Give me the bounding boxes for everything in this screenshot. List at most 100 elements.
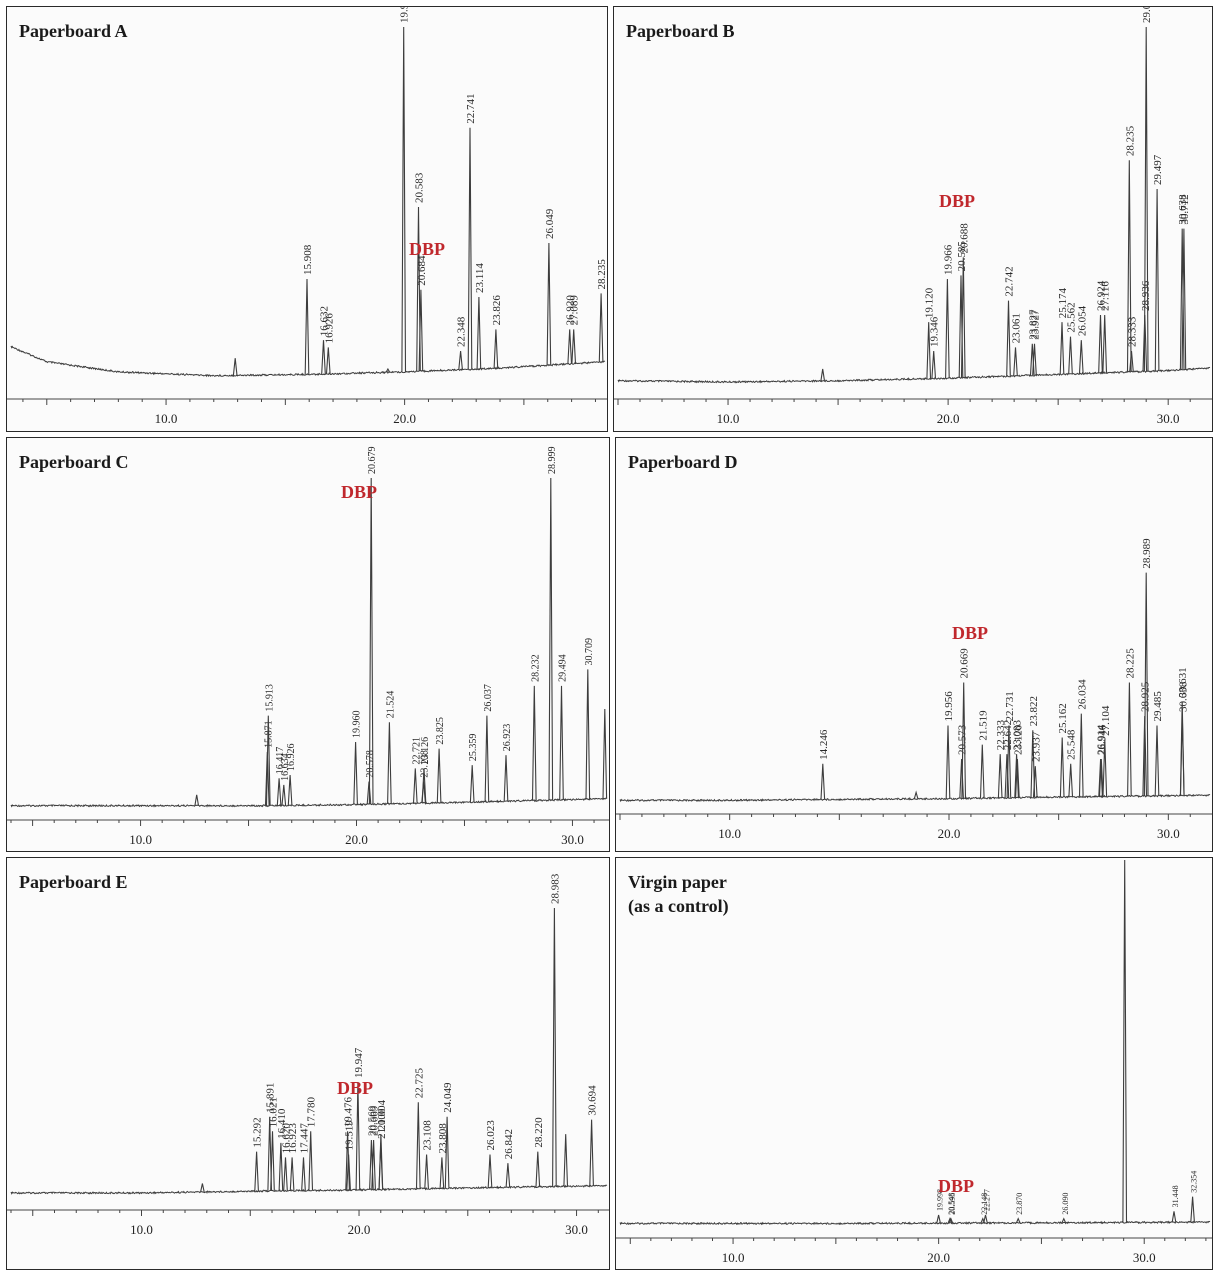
peak-label: 16.632: [319, 306, 331, 336]
peak-label: 26.920: [565, 295, 577, 326]
peak: [418, 289, 424, 372]
peak: [1013, 347, 1018, 376]
peak: [281, 784, 287, 806]
peak-label: 19.960: [352, 710, 363, 738]
chromatogram-panel-c: 10.0 20.0 30.0 15.871 15.913 16.417 16.634 16.9…: [6, 437, 610, 852]
peak-label: 22.348: [456, 316, 468, 347]
peak: [1078, 340, 1084, 374]
peak-label: 22.741: [465, 94, 477, 124]
peak-label: 20.585: [956, 241, 968, 272]
peak: [371, 1139, 376, 1190]
panel-subtitle-line: (as a control): [628, 896, 729, 916]
peak: [931, 350, 937, 379]
peak-label: 25.562: [1066, 302, 1078, 332]
chromatogram-panel-b: 10.0 20.0 30.0 19.120 19.346 19.966 20.585 20.6…: [613, 6, 1213, 432]
peak-label: 20.569: [366, 1105, 378, 1136]
peak: [458, 350, 463, 370]
peak-label: 28.232: [530, 654, 541, 682]
x-tick-label: 20.0: [348, 1222, 371, 1237]
dbp-label: DBP: [337, 1078, 373, 1098]
peak-label: 25.548: [1066, 729, 1078, 760]
peak: [321, 340, 326, 375]
chromatogram-panel-d: 10.0 20.0 30.0 14.246 19.956 20.573 20.669 21.5…: [615, 437, 1213, 852]
peak: [484, 715, 490, 802]
peak: [563, 1134, 569, 1187]
peak-label: 28.235: [596, 259, 608, 290]
peak: [598, 293, 604, 363]
peak-label: 19.947: [353, 1047, 365, 1078]
x-tick-label: 10.0: [130, 1222, 153, 1237]
peak-label: 22.725: [413, 1068, 425, 1099]
peak: [270, 1131, 275, 1191]
peak-label: 20.669: [369, 1105, 381, 1136]
peak-label: 16.926: [286, 743, 297, 771]
peak-label: 23.083: [1012, 719, 1024, 750]
x-tick-label: 20.0: [345, 832, 368, 847]
peak-label: 19.519: [344, 1120, 356, 1151]
peak: [983, 1214, 988, 1224]
peak: [467, 127, 473, 370]
peak: [1179, 701, 1185, 796]
peak: [355, 1081, 361, 1190]
peak: [1154, 188, 1160, 372]
peak-label: 28.989: [1141, 538, 1153, 569]
peak-label: 16.634: [280, 753, 291, 781]
panel-title: Paperboard C: [19, 452, 129, 472]
peak-label: 30.638: [1177, 681, 1189, 712]
peak-label: 26.037: [483, 684, 494, 712]
peak: [1032, 766, 1038, 798]
peak: [571, 329, 577, 364]
peak-label: 19.998: [936, 1189, 945, 1211]
peak-label: 26.054: [1076, 305, 1088, 336]
baseline-trace: [10, 1184, 608, 1195]
peak: [1154, 725, 1160, 796]
peak-label: 27.089: [569, 295, 581, 326]
peak-label: 19.956: [943, 691, 955, 722]
dbp-label: DBP: [341, 482, 377, 502]
chromatogram-panel-e: 10.0 20.0 30.0 15.292 15.891 16.021 16.410 16.6…: [6, 857, 610, 1270]
peak: [283, 1157, 288, 1191]
peak-label: 26.049: [544, 208, 556, 239]
peak: [505, 1163, 511, 1188]
peak: [1068, 336, 1073, 375]
peak-label: 14.246: [818, 729, 830, 760]
peak: [559, 685, 564, 800]
peak: [265, 715, 271, 806]
peak-label: 22.642: [1002, 720, 1014, 750]
peak: [1014, 754, 1019, 798]
peak: [589, 1119, 594, 1187]
peak-label: 20.688: [958, 223, 970, 254]
peak-label: 25.162: [1057, 703, 1069, 733]
peak: [308, 1131, 314, 1191]
peak-label: 22.333: [995, 719, 1007, 750]
peak-label: 28.333: [1127, 316, 1139, 347]
peak-label: 30.631: [1177, 667, 1189, 697]
x-tick-label: 20.0: [937, 411, 960, 426]
peak: [1122, 859, 1128, 1223]
peak: [959, 758, 964, 799]
peak-label: 16.417: [275, 747, 286, 775]
peak: [301, 1157, 306, 1191]
peak: [936, 1214, 941, 1224]
panel-title: Paperboard B: [626, 21, 735, 41]
peak-label: 25.359: [468, 734, 479, 762]
peak-label: 23.822: [1028, 696, 1040, 726]
x-tick-label: 30.0: [1157, 411, 1180, 426]
dbp-label: DBP: [938, 1176, 974, 1196]
baseline-trace: [617, 366, 1211, 384]
peak-label: 17.447: [299, 1123, 311, 1154]
peak-label: 23.120: [1012, 724, 1024, 755]
peak: [947, 1217, 953, 1224]
dbp-label: DBP: [939, 191, 975, 211]
peak: [254, 1151, 259, 1192]
x-tick-label: 20.0: [938, 826, 961, 841]
chromatogram-panel-virgin: 10.0 20.0 30.0 19.998 20.548 20.595 22.277 22.1…: [615, 857, 1213, 1270]
peak: [1127, 682, 1132, 797]
peak-label: 23.937: [1030, 731, 1042, 762]
peak: [1068, 763, 1074, 797]
peak-label: 19.963: [399, 7, 411, 23]
peak-label: 23.825: [435, 717, 446, 745]
peak: [948, 1217, 954, 1224]
chromatogram-e-svg: 10.0 20.0 30.0 15.29215.89116.02116.41016.6…: [7, 873, 609, 1237]
